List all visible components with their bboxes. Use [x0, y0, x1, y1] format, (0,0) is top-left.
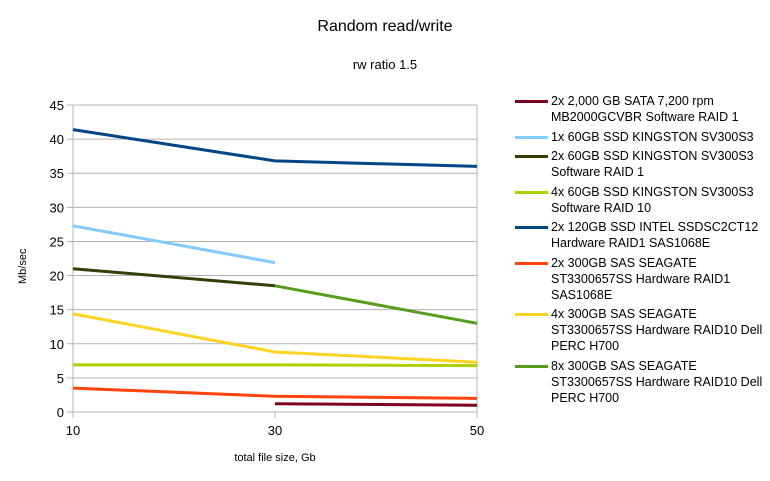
legend-label: Software RAID 1	[551, 165, 645, 179]
y-tick-label: 35	[50, 166, 64, 181]
y-tick-label: 5	[57, 371, 64, 386]
legend-swatch	[515, 135, 548, 139]
chart-title: Random read/write	[317, 18, 453, 35]
y-tick-label: 45	[50, 98, 64, 113]
legend-swatch	[515, 364, 548, 368]
legend-item: 2x 300GB SAS SEAGATE ST3300657SS Hardware…	[515, 255, 770, 303]
legend-item: 2x 60GB SSD KINGSTON SV300S3 Software RAI…	[515, 148, 770, 180]
legend-item: 2x 120GB SSD INTEL SSDSC2CT12 Hardware RA…	[515, 219, 770, 251]
legend-label: MB2000GCVBR Software RAID 1	[551, 110, 739, 124]
series-line	[72, 386, 478, 400]
legend-label: ST3300657SS Hardware RAID10 Dell	[551, 323, 763, 337]
legend-label: 8x 300GB SAS SEAGATE	[551, 358, 697, 373]
legend-label: 2x 2,000 GB SATA 7,200 rpm	[551, 94, 714, 108]
legend-item: 1x 60GB SSD KINGSTON SV300S3	[515, 129, 770, 145]
x-tick-label: 50	[470, 423, 484, 438]
legend-label: SAS1068E	[551, 287, 613, 302]
legend-item: 4x 60GB SSD KINGSTON SV300S3 Software RAI…	[515, 184, 770, 216]
legend-item: 2x 2,000 GB SATA 7,200 rpm MB2000GCVBR So…	[515, 93, 770, 125]
x-axis-label: total file size, Gb	[234, 452, 316, 464]
legend-swatch	[515, 313, 548, 316]
legend-swatch	[515, 261, 548, 265]
legend-swatch	[515, 190, 548, 194]
legend-swatch	[515, 100, 548, 103]
legend-label: 4x 300GB SAS SEAGATE	[551, 307, 697, 321]
y-tick-label: 15	[50, 303, 64, 318]
legend-label: Software RAID 10	[551, 200, 652, 215]
series-line	[274, 402, 478, 407]
series-line	[73, 363, 478, 368]
legend-label: PERC H700	[551, 390, 620, 405]
x-tick-label: 10	[66, 423, 80, 438]
y-axis-label: Mb/sec	[17, 248, 29, 284]
legend-swatch	[515, 226, 548, 229]
legend-label: ST3300657SS Hardware RAID1	[551, 271, 731, 286]
legend-label: ST3300657SS Hardware RAID10 Dell	[551, 374, 763, 389]
y-tick-label: 30	[50, 200, 64, 215]
legend-label: 4x 60GB SSD KINGSTON SV300S3	[551, 184, 754, 199]
series-line	[72, 128, 478, 168]
legend: 2x 2,000 GB SATA 7,200 rpm MB2000GCVBR So…	[515, 93, 770, 409]
x-tick-label: 30	[268, 423, 282, 438]
legend-item: 8x 300GB SAS SEAGATE ST3300657SS Hardware…	[515, 358, 770, 406]
legend-swatch	[515, 155, 548, 158]
y-tick-label: 10	[50, 337, 64, 352]
legend-label: 2x 120GB SSD INTEL SSDSC2CT12	[551, 220, 759, 234]
legend-label: PERC H700	[551, 339, 620, 353]
series-line	[72, 224, 276, 265]
series-line	[72, 312, 478, 364]
legend-label: 2x 300GB SAS SEAGATE	[551, 255, 697, 270]
legend-label: 1x 60GB SSD KINGSTON SV300S3	[551, 129, 754, 144]
y-tick-label: 25	[50, 234, 64, 249]
legend-label: 2x 60GB SSD KINGSTON SV300S3	[551, 149, 754, 163]
series-line	[72, 267, 276, 288]
legend-item: 4x 300GB SAS SEAGATE ST3300657SS Hardware…	[515, 306, 770, 354]
y-tick-label: 40	[50, 132, 64, 147]
chart-subtitle: rw ratio 1.5	[352, 57, 418, 72]
series-line	[274, 284, 478, 325]
y-tick-label: 20	[50, 269, 64, 284]
y-tick-label: 0	[57, 405, 64, 420]
legend-label: Hardware RAID1 SAS1068E	[551, 236, 711, 250]
